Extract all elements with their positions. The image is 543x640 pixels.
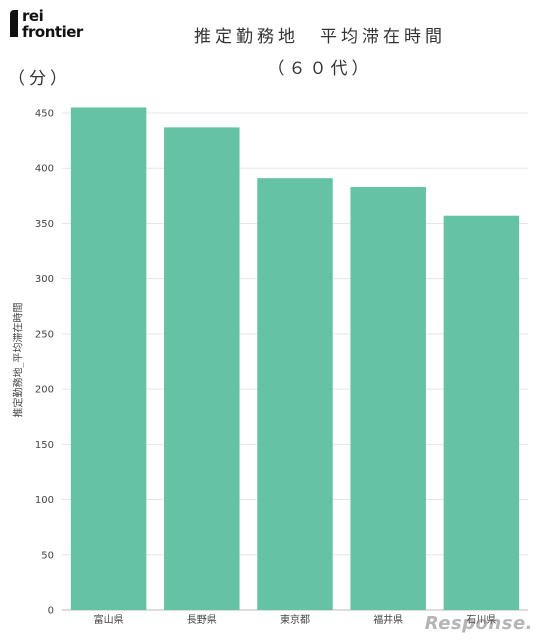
bar-1 <box>164 127 240 610</box>
logo-mark-icon <box>10 10 18 37</box>
chart-subtitle: （６０代） <box>267 59 373 79</box>
y-tick-label: 0 <box>48 606 54 617</box>
y-tick-label: 100 <box>35 495 54 506</box>
y-tick-label: 400 <box>35 164 54 175</box>
y-tick-label: 300 <box>35 274 54 285</box>
y-tick-label: 250 <box>35 329 54 340</box>
chart-title: 推定勤務地 平均滞在時間 <box>194 27 446 47</box>
y-tick-label: 350 <box>35 219 54 230</box>
x-tick-labels: 富山県 長野県 東京都 福井県 石川県 <box>94 613 497 626</box>
logo-text-line2: frontier <box>22 23 83 41</box>
y-tick-label: 50 <box>41 550 54 561</box>
bar-0 <box>70 107 147 610</box>
watermark: Response. <box>424 613 533 634</box>
bar-4 <box>443 215 520 611</box>
y-tick-label: 150 <box>35 440 54 451</box>
x-tick-label: 福井県 <box>373 613 403 626</box>
bar-2 <box>257 178 333 610</box>
logo: rei frontier <box>10 8 110 48</box>
unit-label: （分） <box>8 69 71 89</box>
y-tick-labels: 0 50 100 150 200 250 300 350 400 450 <box>35 109 54 617</box>
x-tick-label: 東京都 <box>280 613 310 626</box>
x-tick-label: 富山県 <box>94 613 124 626</box>
y-tick-label: 450 <box>35 109 54 120</box>
x-tick-label: 長野県 <box>187 614 217 626</box>
y-tick-label: 200 <box>35 385 54 396</box>
x-tick-label: 石川県 <box>466 614 496 626</box>
logo-text-line1: rei <box>22 7 44 25</box>
bar-3 <box>350 186 426 610</box>
bars <box>70 107 520 611</box>
